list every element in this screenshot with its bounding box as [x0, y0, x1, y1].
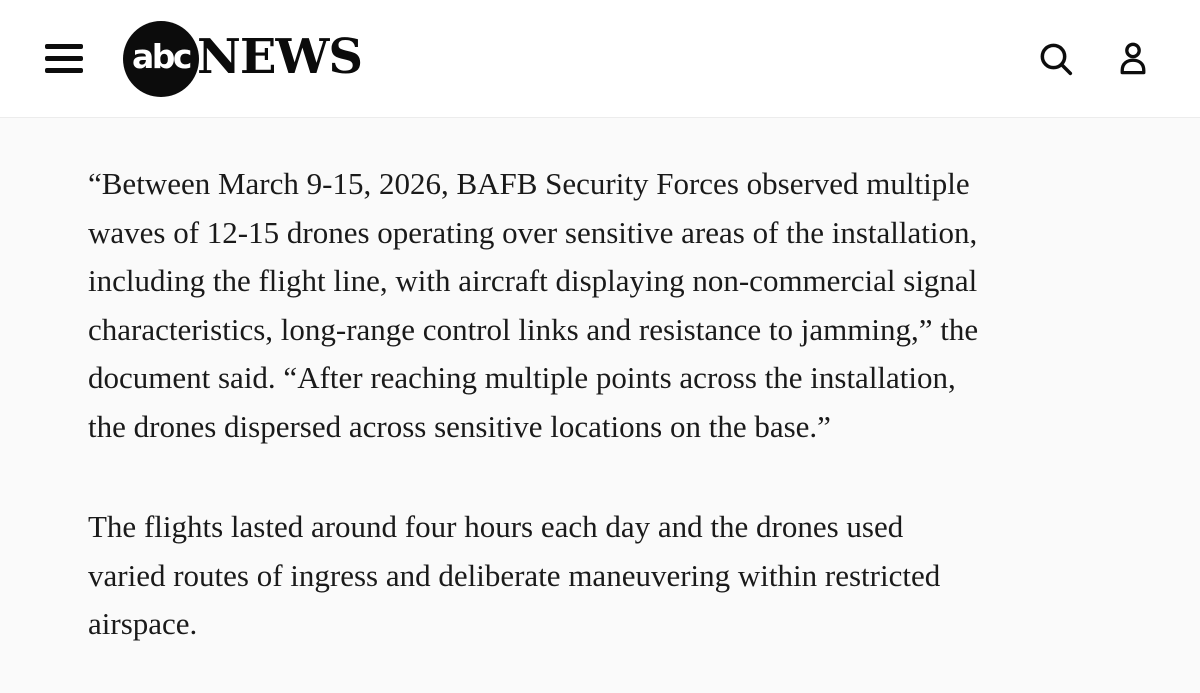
article-paragraph: The flights lasted around four hours eac… [88, 509, 941, 641]
hamburger-menu-icon [45, 44, 83, 49]
profile-button[interactable] [1114, 40, 1152, 78]
article-paragraph: “Between March 9-15, 2026, BAFB Security… [88, 166, 979, 444]
abc-logo-text: abc [132, 37, 192, 76]
news-wordmark: NEWS [197, 28, 363, 85]
site-header: abc NEWS [0, 0, 1200, 118]
person-icon [1120, 42, 1146, 75]
article-content: “Between March 9-15, 2026, BAFB Security… [0, 118, 1200, 649]
abc-news-logo[interactable]: abc NEWS [123, 20, 363, 97]
hamburger-menu-button[interactable] [45, 44, 83, 73]
search-icon [1040, 43, 1073, 76]
article-body: “Between March 9-15, 2026, BAFB Security… [88, 160, 1112, 649]
abc-logo-circle-icon: abc [123, 20, 199, 97]
header-actions [1036, 0, 1152, 118]
search-button[interactable] [1036, 39, 1076, 79]
